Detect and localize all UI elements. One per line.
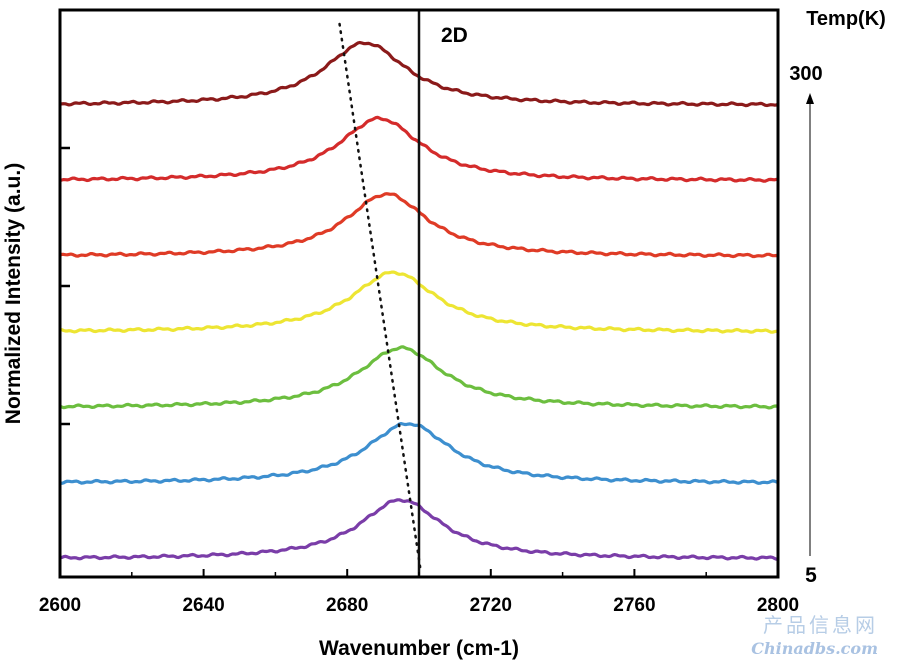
x-tick-label: 2680 [326,595,368,616]
x-tick-label: 2600 [39,595,81,616]
x-axis-label: Wavenumber (cm-1) [319,637,519,660]
y-axis-label: Normalized Intensity (a.u.) [2,163,25,424]
x-tick-label: 2760 [613,595,655,616]
watermark-cn: 产品信息网 [763,613,878,637]
x-tick-label: 2800 [757,595,799,616]
peak-shift-trend-line [338,22,422,571]
x-axis-ticks: 2600 2640 2680 2720 2760 2800 [39,569,799,616]
temp-high-label: 300 [789,63,822,85]
temp-header: Temp(K) [806,8,886,30]
x-tick-label: 2640 [182,595,224,616]
temp-low-label: 5 [805,564,817,587]
temp-arrow-head-icon [806,93,814,104]
y-axis-ticks [60,146,70,426]
watermark-site: Chinadbs.com [751,639,878,658]
x-tick-label: 2720 [470,595,512,616]
band-label-2d: 2D [441,24,468,47]
